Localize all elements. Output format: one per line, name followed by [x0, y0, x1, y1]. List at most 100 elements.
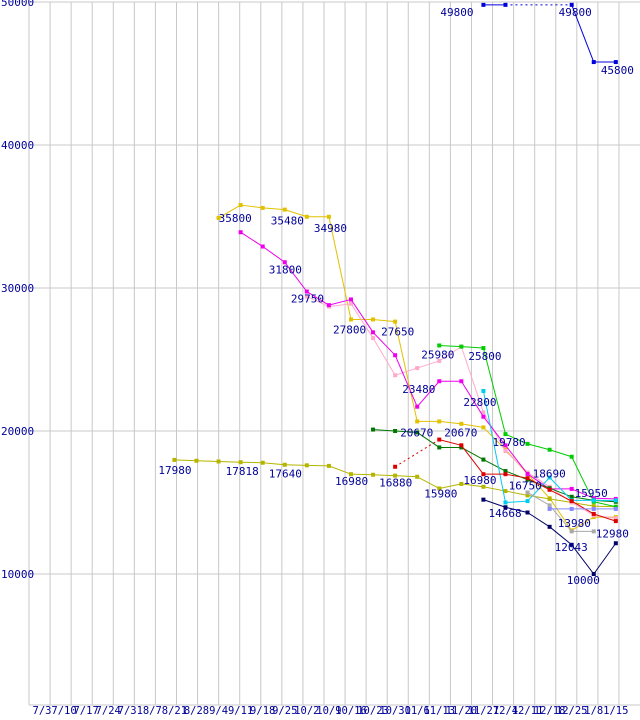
data-point-marker [525, 476, 530, 481]
data-point-marker [348, 317, 353, 322]
data-point-marker [415, 419, 420, 424]
point-value-label: 25800 [468, 350, 501, 363]
data-point-marker [481, 425, 486, 430]
point-value-label: 23480 [402, 383, 435, 396]
point-value-labels: 49800 49800 45800 35800 35480 34980 31800 29750… [158, 6, 634, 587]
point-value-label: 35800 [219, 212, 252, 225]
data-point-marker [348, 472, 353, 477]
data-point-marker [371, 330, 376, 335]
point-value-label: 16880 [379, 477, 412, 490]
data-point-marker [503, 443, 508, 448]
data-point-marker [437, 437, 442, 442]
point-value-label: 34980 [314, 222, 347, 235]
data-point-marker [437, 486, 442, 491]
data-point-marker [304, 463, 309, 468]
data-point-marker [194, 458, 199, 463]
point-value-label: 22800 [463, 396, 496, 409]
point-value-label: 27800 [333, 323, 366, 336]
data-point-marker [415, 430, 420, 435]
x-tick-label: 11/27 [468, 705, 500, 717]
series-magenta [238, 230, 618, 501]
x-tick-label: 1/8 [584, 705, 603, 717]
x-tick-label: 10/30 [379, 705, 411, 717]
y-tick-label: 30000 [1, 282, 34, 295]
data-point-marker [569, 494, 574, 499]
point-value-label: 17640 [269, 468, 302, 481]
x-tick-label: 9/11 [228, 705, 253, 717]
data-point-marker [260, 205, 265, 210]
series-gray [525, 490, 596, 534]
data-point-marker [282, 462, 287, 467]
data-point-marker [613, 498, 618, 503]
data-point-marker [547, 506, 552, 511]
x-tick-label: 12/4 [493, 705, 518, 717]
point-value-label: 27650 [381, 326, 414, 339]
data-point-marker [525, 493, 530, 498]
data-point-marker [393, 464, 398, 469]
data-point-marker [613, 519, 618, 524]
data-point-marker [371, 317, 376, 322]
data-point-marker [591, 60, 596, 65]
data-point-marker [503, 2, 508, 7]
data-point-marker [591, 504, 596, 509]
point-value-label: 35480 [271, 215, 304, 228]
data-point-marker [591, 572, 596, 576]
data-point-marker [459, 443, 464, 448]
data-point-marker [459, 379, 464, 384]
data-point-marker [525, 499, 530, 504]
data-point-marker [481, 388, 486, 393]
x-tick-label: 7/10 [51, 705, 76, 717]
data-point-marker [172, 457, 177, 462]
data-point-marker [481, 472, 486, 477]
data-point-marker [415, 366, 420, 371]
data-point-marker [393, 429, 398, 433]
data-point-marker [348, 297, 353, 302]
y-tick-label: 10000 [1, 568, 34, 581]
data-point-marker [547, 475, 552, 480]
data-point-marker [348, 301, 353, 306]
data-point-marker [569, 542, 574, 547]
data-point-marker [326, 303, 331, 308]
x-tick-label: 11/20 [446, 705, 478, 717]
data-point-marker [216, 215, 221, 220]
data-point-marker [260, 244, 265, 249]
data-point-marker [503, 472, 508, 477]
data-point-marker [481, 457, 486, 462]
point-value-label: 15980 [424, 487, 457, 500]
data-point-marker [503, 489, 508, 494]
x-tick-label: 7/3 [33, 705, 52, 717]
data-point-marker [371, 336, 376, 341]
data-point-marker [459, 481, 464, 486]
data-point-marker [304, 289, 309, 294]
data-point-marker [547, 447, 552, 452]
data-point-marker [437, 445, 442, 450]
data-point-marker [304, 294, 309, 299]
x-tick-label: 12/11 [512, 705, 544, 717]
gridlines [28, 1, 640, 706]
data-point-marker [371, 472, 376, 477]
point-value-label: 45800 [601, 64, 634, 77]
data-point-marker [547, 503, 552, 508]
data-point-marker [525, 490, 530, 495]
data-point-marker [481, 346, 486, 351]
data-point-marker [569, 486, 574, 491]
data-point-marker [238, 230, 243, 235]
data-point-marker [459, 344, 464, 349]
data-point-marker [459, 445, 464, 450]
series-cyan [481, 388, 618, 505]
x-tick-label: 12/18 [534, 705, 566, 717]
x-tick-label: 9/25 [272, 705, 297, 717]
point-value-label: 29750 [291, 293, 324, 306]
point-value-label: 16750 [509, 479, 542, 492]
data-point-marker [481, 484, 486, 489]
y-tick-label: 20000 [1, 425, 34, 438]
point-value-label: 19780 [492, 436, 525, 449]
data-point-marker [547, 496, 552, 501]
data-point-marker [503, 469, 508, 474]
data-point-marker [547, 524, 552, 529]
series-red [393, 437, 618, 524]
data-point-marker [613, 504, 618, 509]
x-tick-label: 1/15 [603, 705, 628, 717]
